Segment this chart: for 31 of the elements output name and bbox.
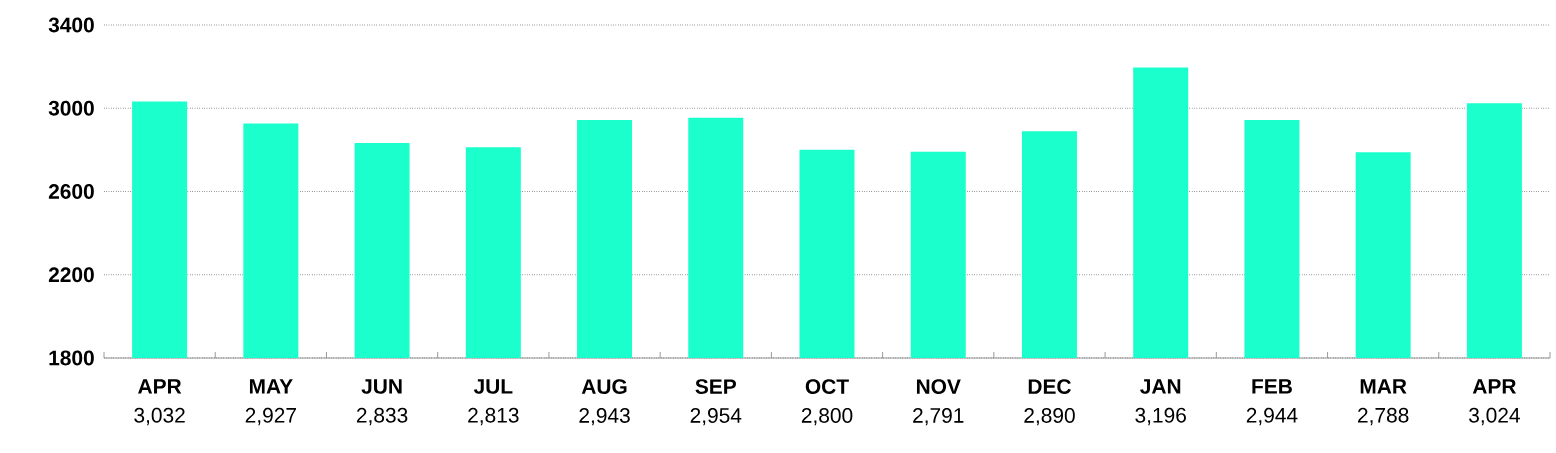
data-label: 2,788 bbox=[1358, 407, 1409, 426]
data-label: 2,890 bbox=[1024, 408, 1075, 426]
x-tick-label: NOV bbox=[916, 379, 961, 394]
y-tick-label: 3000 bbox=[48, 100, 94, 116]
x-tick-label: JUN bbox=[361, 379, 402, 394]
x-tick-label: MAR bbox=[1360, 379, 1407, 394]
data-label: 2,833 bbox=[356, 407, 408, 426]
y-tick-label: 1800 bbox=[49, 350, 94, 366]
data-label: 2,800 bbox=[801, 408, 853, 426]
y-tick-label: 2200 bbox=[48, 267, 94, 283]
data-label: 3,024 bbox=[1469, 407, 1520, 426]
x-tick-label: APR bbox=[1472, 379, 1517, 394]
data-label: 2,927 bbox=[245, 407, 296, 426]
data-label: 3,032 bbox=[134, 407, 185, 426]
data-label: 3,196 bbox=[1135, 407, 1186, 426]
data-label: 2,944 bbox=[1246, 407, 1298, 426]
x-tick-label: APR bbox=[138, 379, 182, 394]
data-label: 2,954 bbox=[690, 408, 742, 426]
x-tick-label: DEC bbox=[1028, 379, 1071, 394]
x-tick-label: JAN bbox=[1140, 379, 1181, 394]
x-tick-label: OCT bbox=[805, 379, 849, 394]
x-tick-label: FEB bbox=[1252, 379, 1292, 394]
data-label: 2,813 bbox=[468, 407, 519, 426]
x-tick-label: AUG bbox=[581, 379, 627, 394]
data-label: 2,943 bbox=[579, 408, 630, 426]
data-label: 2,791 bbox=[913, 408, 964, 426]
x-tick-label: JUL bbox=[473, 379, 513, 394]
y-tick-label: 2600 bbox=[48, 184, 94, 199]
x-tick-label: SEP bbox=[695, 379, 736, 394]
x-tick-label: MAY bbox=[249, 379, 293, 394]
y-tick-label: 3400 bbox=[48, 17, 94, 33]
